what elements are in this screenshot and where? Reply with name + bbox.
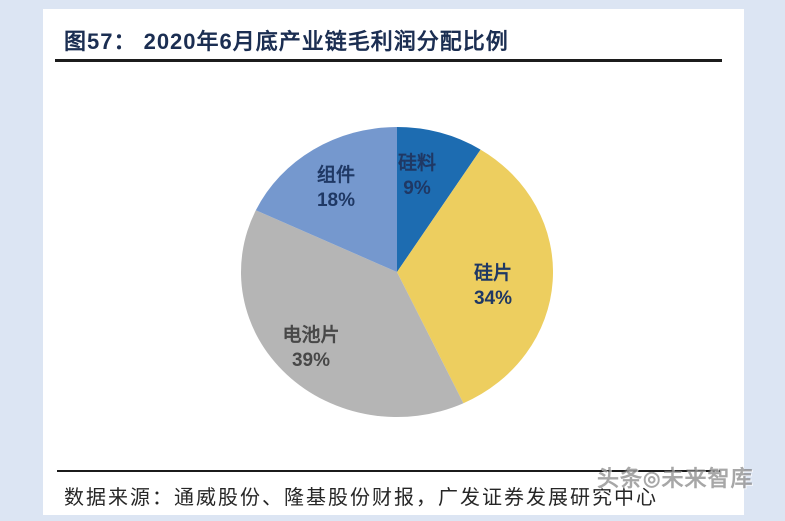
watermark: 头条◎未来智库 (597, 461, 753, 493)
pie-slice-组件 (255, 127, 397, 272)
pie-slice-电池片 (241, 210, 464, 417)
watermark-text-prefix: 头条 (597, 466, 644, 491)
watermark-logo-icon: ◎ (643, 468, 662, 490)
pie-slice-硅片 (397, 149, 553, 404)
pie-slice-硅料 (397, 127, 481, 272)
title-divider (55, 59, 722, 62)
figure-title: 图57： 2020年6月底产业链毛利润分配比例 (64, 29, 509, 54)
pie-chart (241, 127, 553, 417)
watermark-text-suffix: 未来智库 (661, 466, 754, 491)
footer-divider (57, 470, 720, 472)
data-source: 数据来源：通威股份、隆基股份财报，广发证券发展研究中心 (64, 487, 658, 509)
